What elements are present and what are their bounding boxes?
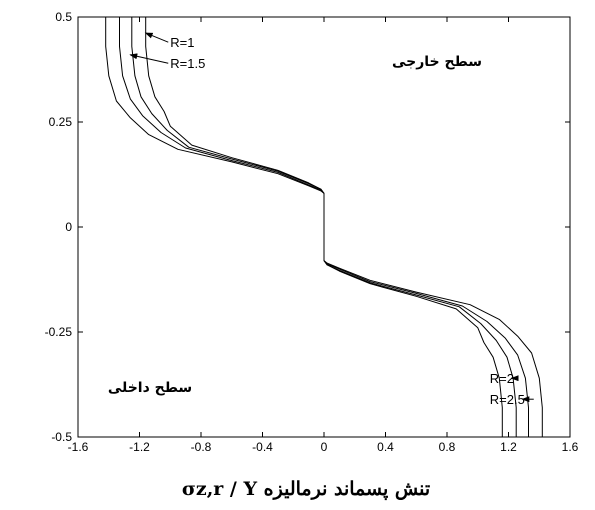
- x-tick-label: 0: [321, 440, 328, 454]
- x-axis-label: تنش پسماند نرمالیزه σz,r / Y: [182, 478, 430, 500]
- x-axis: -1.6 -1.2 -0.8 -0.4 0 0.4 0.8 1.2 1.6: [68, 17, 579, 454]
- x-tick-label: 1.6: [562, 440, 579, 454]
- x-tick-label: -0.4: [252, 440, 273, 454]
- annotation-label: R=2: [490, 371, 514, 386]
- x-tick-label: -0.8: [191, 440, 212, 454]
- y-tick-label: -0.25: [45, 325, 73, 339]
- x-tick-label: 1.2: [500, 440, 517, 454]
- y-tick-label: 0.25: [49, 115, 73, 129]
- annotation-label: R=2.5: [490, 392, 525, 407]
- x-tick-label: 0.8: [439, 440, 456, 454]
- x-tick-label: 0.4: [377, 440, 394, 454]
- annotation-arrow: [129, 53, 169, 64]
- annotation-arrow: [144, 32, 169, 43]
- region-label-inner: سطح داخلی: [108, 380, 192, 396]
- annotation-label: R=1: [170, 35, 194, 50]
- x-tick-label: -1.6: [68, 440, 89, 454]
- annotation-label: R=1.5: [170, 56, 205, 71]
- series-line-r-2-5: [105, 17, 543, 437]
- x-tick-label: -1.2: [129, 440, 150, 454]
- y-tick-label: -0.5: [51, 430, 72, 444]
- region-label-outer: سطح خارجی: [392, 54, 482, 70]
- series-layer: [105, 17, 543, 437]
- y-tick-label: 0.5: [55, 10, 72, 24]
- y-tick-label: 0: [65, 220, 72, 234]
- annotations: R=1 R=1.5 R=2 R=2.5: [129, 32, 534, 407]
- y-axis: 0.5 0.25 0 -0.25 -0.5: [45, 10, 570, 444]
